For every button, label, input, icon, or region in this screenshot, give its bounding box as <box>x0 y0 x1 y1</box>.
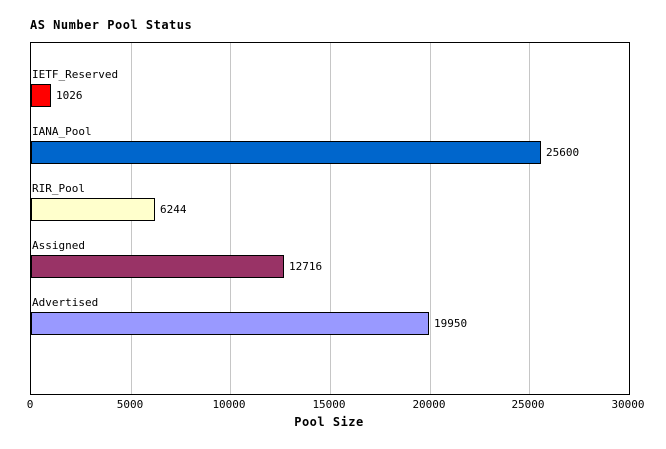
x-tick-label: 25000 <box>511 398 545 411</box>
gridline <box>330 43 331 394</box>
bar <box>31 312 429 335</box>
bar-value-label: 25600 <box>546 146 580 159</box>
bar <box>31 255 284 278</box>
x-axis-tick-labels: 0 5000 10000 15000 20000 25000 30000 <box>0 398 666 412</box>
gridline <box>529 43 530 394</box>
x-tick-label: 10000 <box>212 398 246 411</box>
bar <box>31 84 51 107</box>
chart-title: AS Number Pool Status <box>30 18 193 32</box>
bar-category-label: IANA_Pool <box>32 125 92 138</box>
x-tick-label: 20000 <box>412 398 446 411</box>
x-tick-label: 5000 <box>116 398 144 411</box>
plot-area: IETF_Reserved 1026 IANA_Pool 25600 RIR_Pool 6… <box>30 42 630 395</box>
bar-value-label: 6244 <box>160 203 187 216</box>
bar-category-label: IETF_Reserved <box>32 68 119 81</box>
gridline <box>430 43 431 394</box>
bar-value-label: 12716 <box>289 260 323 273</box>
gridline <box>230 43 231 394</box>
bar-value-label: 19950 <box>434 317 468 330</box>
bar-category-label: Advertised <box>32 296 99 309</box>
bar <box>31 141 541 164</box>
x-tick-label: 15000 <box>312 398 346 411</box>
x-axis-label: Pool Size <box>294 415 364 429</box>
x-tick-label: 0 <box>26 398 34 411</box>
x-tick-label: 30000 <box>611 398 645 411</box>
bar-value-label: 1026 <box>56 89 83 102</box>
bar-category-label: RIR_Pool <box>32 182 85 195</box>
bar <box>31 198 155 221</box>
bar-category-label: Assigned <box>32 239 85 252</box>
